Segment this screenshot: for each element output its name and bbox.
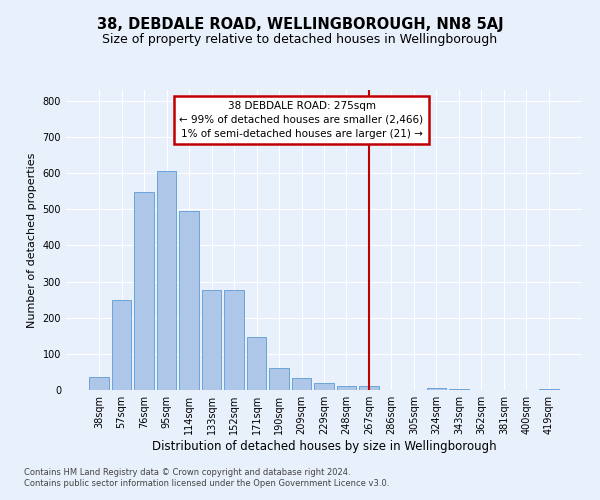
Text: Contains HM Land Registry data © Crown copyright and database right 2024.
Contai: Contains HM Land Registry data © Crown c…: [24, 468, 389, 487]
Bar: [112, 300, 131, 390]
Bar: [337, 386, 356, 390]
Bar: [359, 386, 379, 390]
Bar: [224, 290, 244, 390]
Text: Size of property relative to detached houses in Wellingborough: Size of property relative to detached ho…: [103, 32, 497, 46]
Bar: [247, 336, 266, 390]
Bar: [134, 192, 154, 390]
X-axis label: Distribution of detached houses by size in Wellingborough: Distribution of detached houses by size …: [152, 440, 496, 453]
Bar: [269, 368, 289, 390]
Bar: [314, 384, 334, 390]
Bar: [539, 388, 559, 390]
Text: 38 DEBDALE ROAD: 275sqm
← 99% of detached houses are smaller (2,466)
1% of semi-: 38 DEBDALE ROAD: 275sqm ← 99% of detache…: [179, 101, 424, 139]
Bar: [157, 170, 176, 390]
Y-axis label: Number of detached properties: Number of detached properties: [27, 152, 37, 328]
Bar: [202, 290, 221, 390]
Bar: [427, 388, 446, 390]
Bar: [179, 211, 199, 390]
Bar: [449, 389, 469, 390]
Bar: [292, 378, 311, 390]
Text: 38, DEBDALE ROAD, WELLINGBOROUGH, NN8 5AJ: 38, DEBDALE ROAD, WELLINGBOROUGH, NN8 5A…: [97, 18, 503, 32]
Bar: [89, 378, 109, 390]
